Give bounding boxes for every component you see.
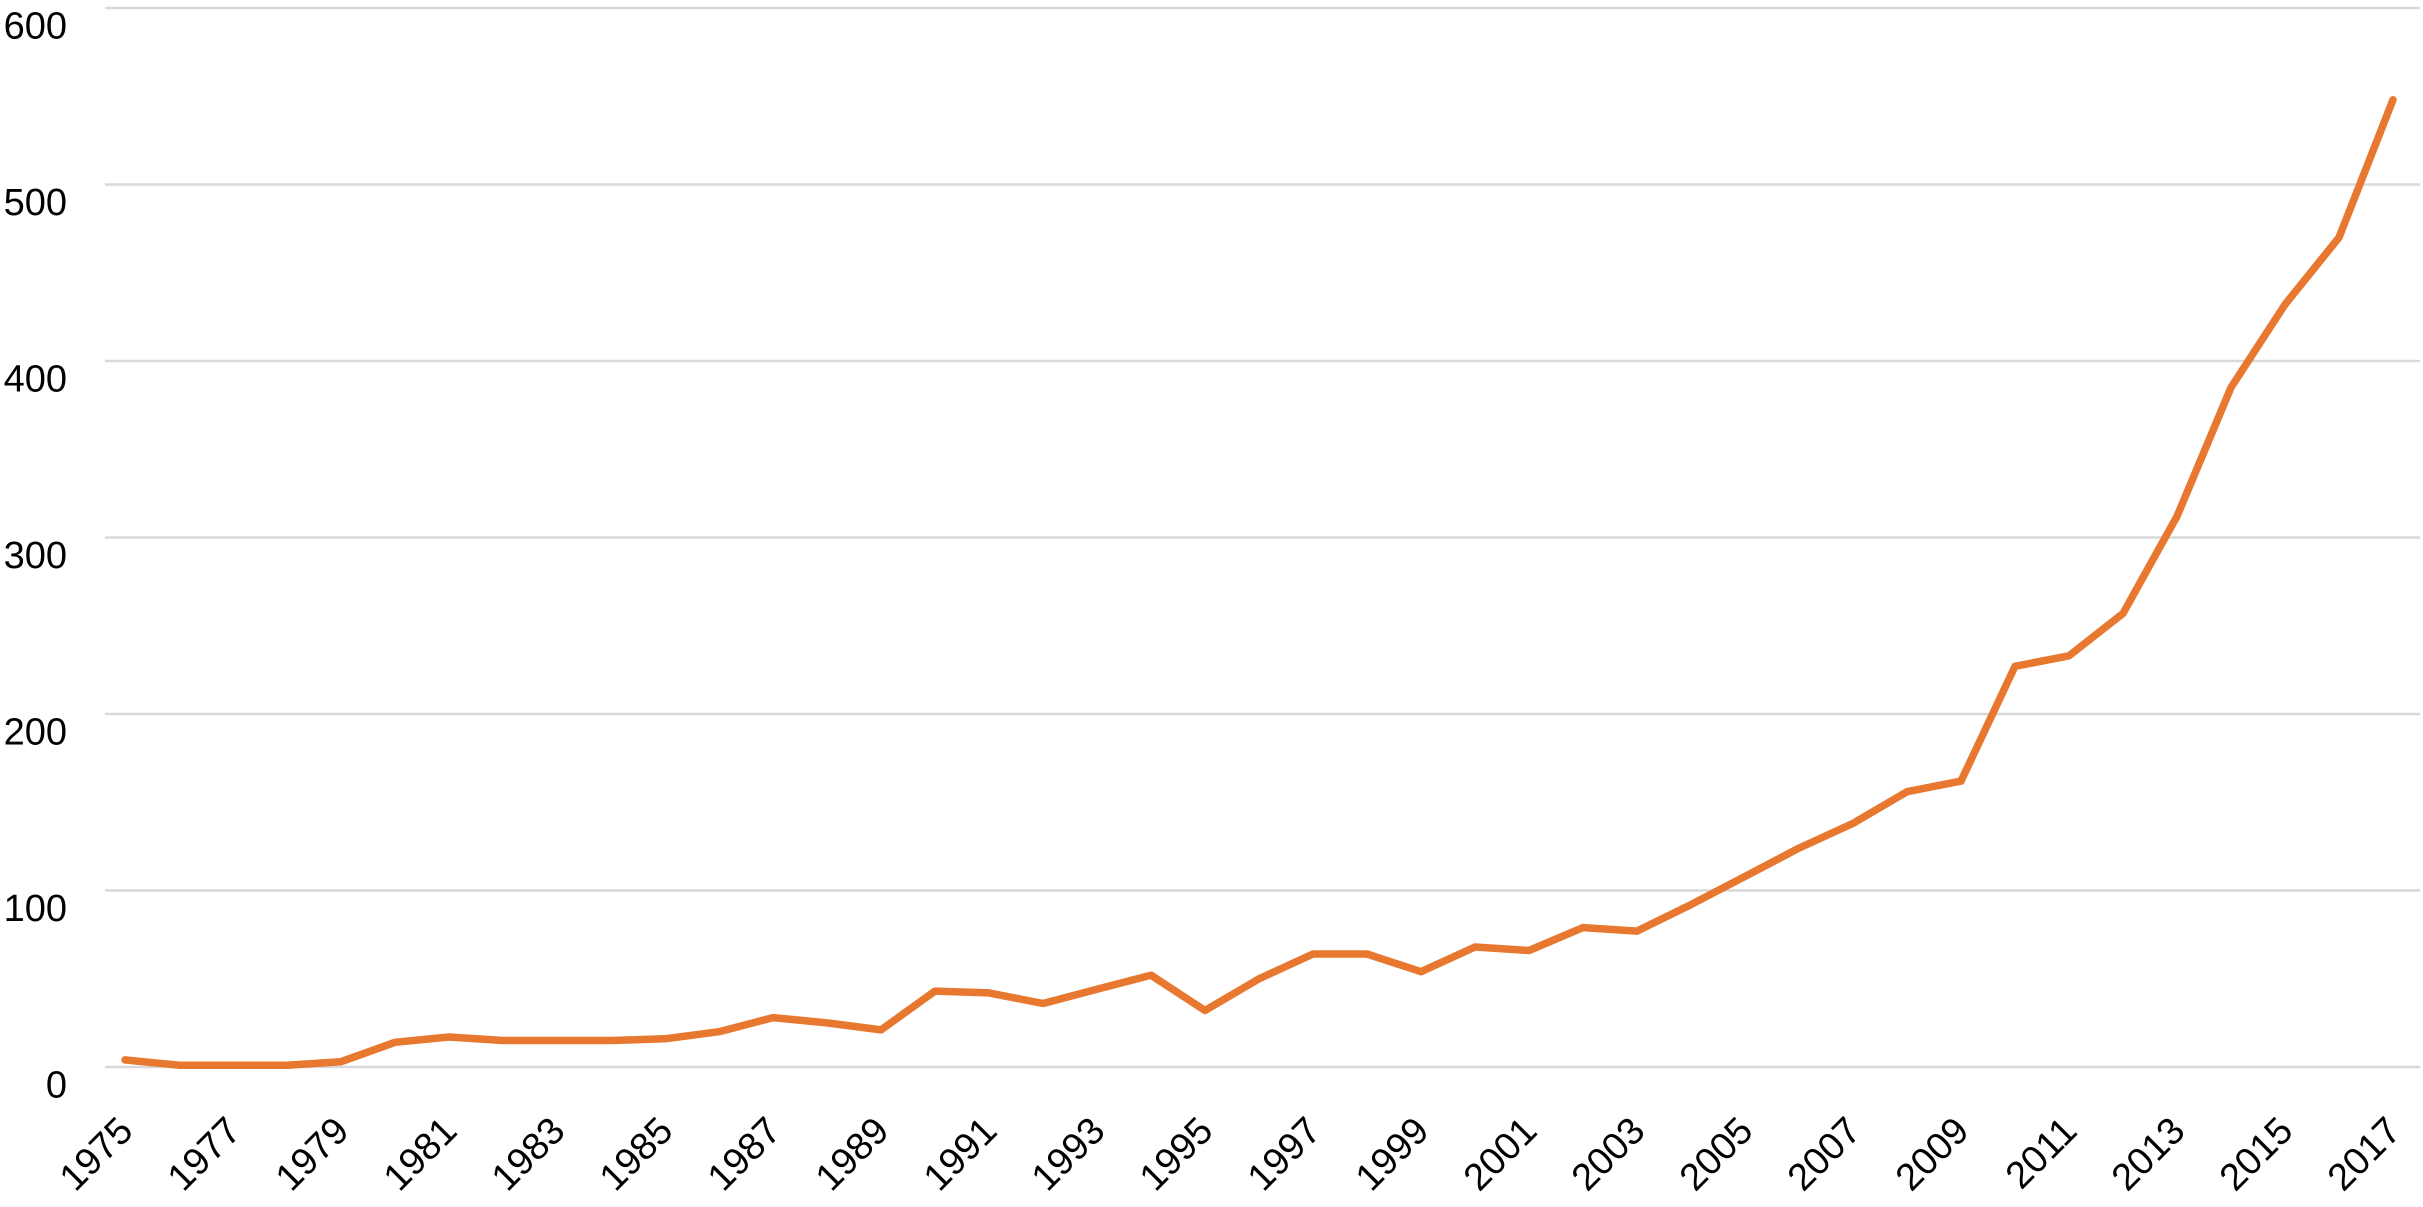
y-axis-tick-label: 100 — [4, 888, 67, 930]
y-axis-tick-label: 500 — [4, 182, 67, 224]
y-axis-tick-label: 200 — [4, 711, 67, 753]
y-axis-tick-label: 400 — [4, 358, 67, 400]
data-series-line — [121, 96, 2397, 1069]
y-axis-tick-label: 600 — [4, 5, 67, 47]
y-axis-tick-label: 0 — [46, 1064, 67, 1106]
y-axis-tick-label: 300 — [4, 535, 67, 577]
